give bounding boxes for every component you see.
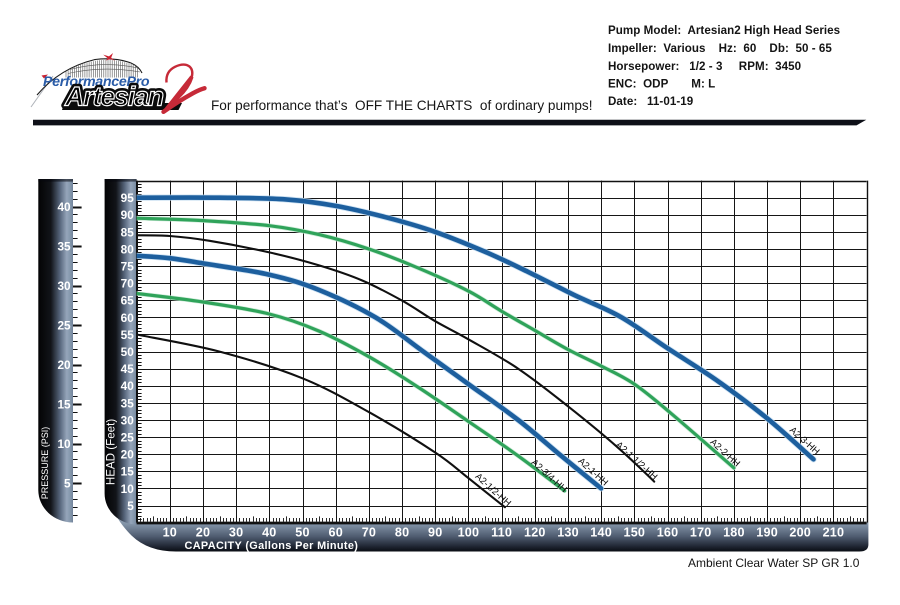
svg-text:A2-1/2-HH: A2-1/2-HH xyxy=(473,470,513,508)
svg-text:For performance that’s OFF TH: For performance that’s OFF THE CHARTS of… xyxy=(211,98,593,113)
svg-text:5: 5 xyxy=(127,499,134,513)
svg-text:90: 90 xyxy=(121,208,135,222)
svg-text:60: 60 xyxy=(328,526,342,540)
svg-text:CAPACITY (Gallons Per Minute): CAPACITY (Gallons Per Minute) xyxy=(185,540,359,552)
svg-text:30: 30 xyxy=(121,413,135,427)
svg-text:210: 210 xyxy=(823,526,845,540)
svg-text:35: 35 xyxy=(57,240,71,254)
svg-text:Date: 11-01-19: Date: 11-01-19 xyxy=(608,95,694,108)
svg-text:15: 15 xyxy=(121,465,135,479)
svg-text:70: 70 xyxy=(121,277,135,291)
svg-text:200: 200 xyxy=(789,526,811,540)
svg-text:10: 10 xyxy=(57,437,71,451)
svg-text:35: 35 xyxy=(121,396,135,410)
svg-text:100: 100 xyxy=(458,526,480,540)
svg-text:45: 45 xyxy=(121,362,135,376)
svg-text:180: 180 xyxy=(723,526,745,540)
svg-text:ENC: ODP M: L: ENC: ODP M: L xyxy=(608,78,715,91)
svg-text:20: 20 xyxy=(196,526,210,540)
svg-text:A2-1 1/2-HH: A2-1 1/2-HH xyxy=(614,439,660,482)
svg-text:Horsepower: 1/2 - 3 RPM:: Horsepower: 1/2 - 3 RPM: 3450 xyxy=(608,60,801,73)
svg-text:Impeller: Various Hz: 60: Impeller: Various Hz: 60 Db: 50 - 65 xyxy=(608,42,832,55)
svg-text:160: 160 xyxy=(657,526,679,540)
svg-text:PerformancePro: PerformancePro xyxy=(43,74,150,90)
svg-text:140: 140 xyxy=(590,526,612,540)
svg-text:10: 10 xyxy=(121,482,135,496)
svg-text:25: 25 xyxy=(57,319,71,333)
svg-text:110: 110 xyxy=(491,526,512,540)
svg-text:85: 85 xyxy=(121,225,135,239)
svg-text:75: 75 xyxy=(121,260,135,274)
svg-text:95: 95 xyxy=(121,191,135,205)
svg-text:40: 40 xyxy=(57,200,71,214)
svg-text:60: 60 xyxy=(121,311,135,325)
svg-text:PRESSURE (PSI): PRESSURE (PSI) xyxy=(40,427,50,500)
svg-text:HEAD (Feet): HEAD (Feet) xyxy=(105,419,118,485)
svg-text:50: 50 xyxy=(121,345,135,359)
svg-text:190: 190 xyxy=(756,526,778,540)
svg-text:Artesian: Artesian xyxy=(64,82,164,112)
svg-text:5: 5 xyxy=(64,477,71,491)
svg-text:40: 40 xyxy=(121,379,135,393)
svg-text:40: 40 xyxy=(262,526,276,540)
svg-text:25: 25 xyxy=(121,431,135,445)
svg-text:80: 80 xyxy=(395,526,409,540)
svg-text:10: 10 xyxy=(163,526,177,540)
svg-text:50: 50 xyxy=(295,526,309,540)
svg-text:65: 65 xyxy=(121,294,135,308)
svg-text:20: 20 xyxy=(57,358,71,372)
svg-text:130: 130 xyxy=(557,526,579,540)
svg-text:70: 70 xyxy=(362,526,376,540)
svg-text:Pump Model: Artesian2 High He: Pump Model: Artesian2 High Head Series xyxy=(608,24,840,37)
svg-text:30: 30 xyxy=(57,279,71,293)
svg-text:30: 30 xyxy=(229,526,243,540)
svg-text:80: 80 xyxy=(121,242,135,256)
svg-text:20: 20 xyxy=(121,448,135,462)
svg-text:Ambient Clear Water SP GR 1.0: Ambient Clear Water SP GR 1.0 xyxy=(688,556,860,570)
svg-text:90: 90 xyxy=(428,526,442,540)
svg-text:15: 15 xyxy=(57,398,71,412)
svg-text:120: 120 xyxy=(524,526,546,540)
svg-text:150: 150 xyxy=(623,526,645,540)
svg-text:55: 55 xyxy=(121,328,135,342)
svg-text:170: 170 xyxy=(690,526,712,540)
